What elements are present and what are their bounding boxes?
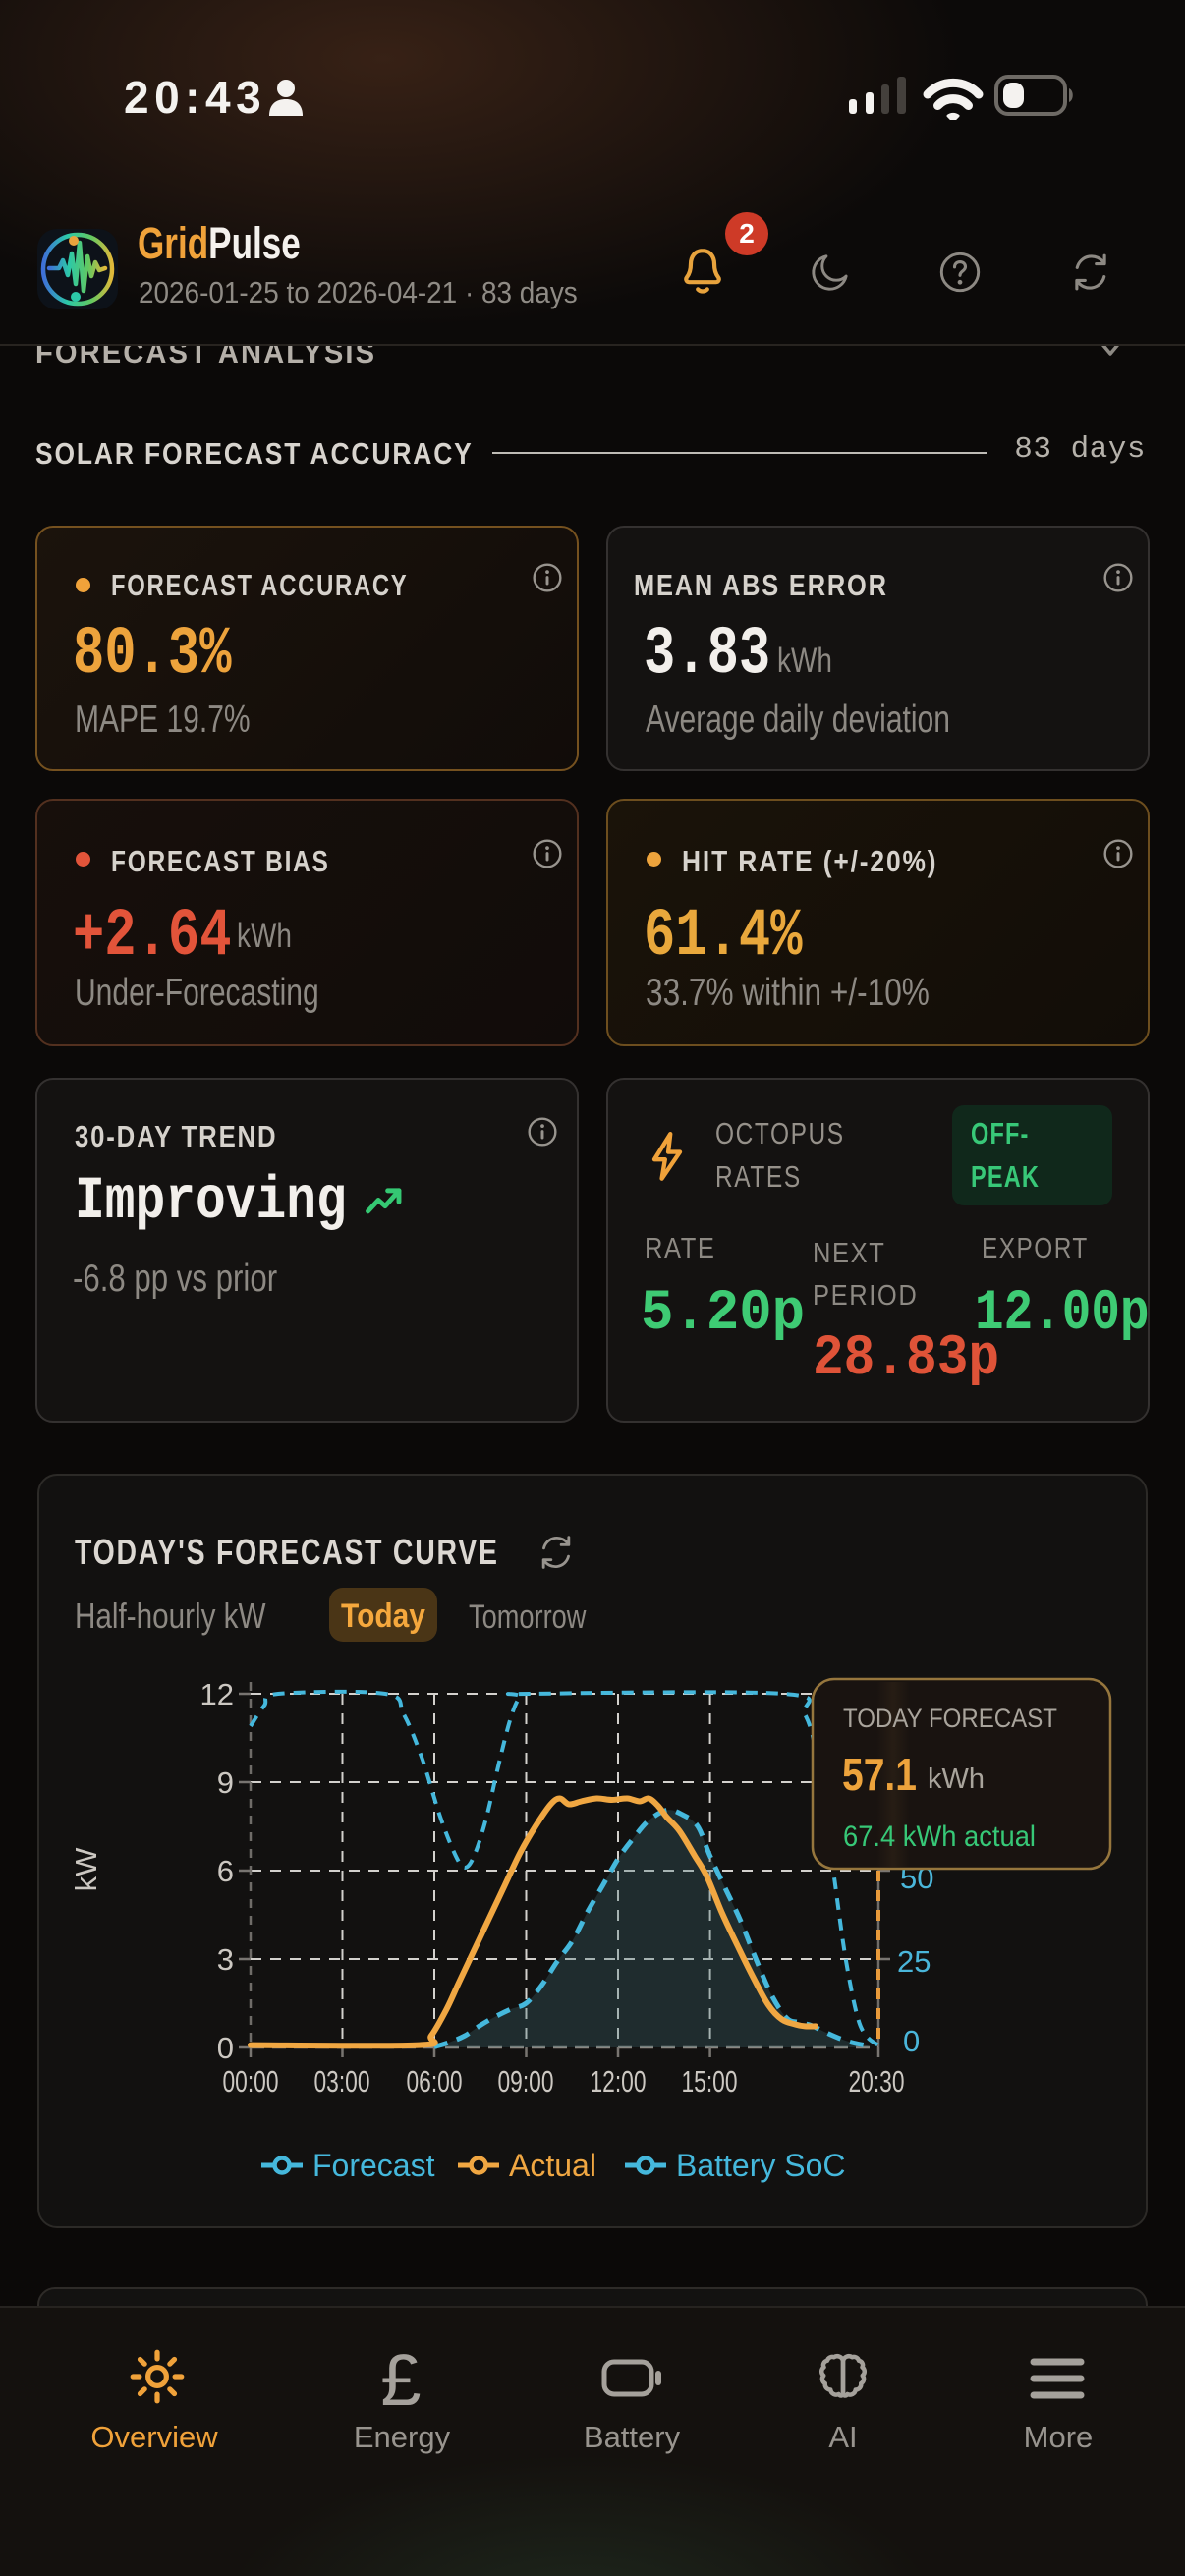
svg-text:Forecast: Forecast: [312, 2148, 435, 2183]
svg-text:9: 9: [217, 1765, 234, 1800]
svg-text:00:00: 00:00: [223, 2064, 279, 2099]
svg-text:Actual: Actual: [509, 2148, 596, 2183]
svg-text:12: 12: [200, 1677, 234, 1711]
svg-text:6: 6: [217, 1854, 234, 1888]
svg-text:0: 0: [903, 2024, 920, 2058]
svg-text:15:00: 15:00: [682, 2064, 738, 2099]
svg-text:kWh: kWh: [928, 1764, 985, 1795]
svg-text:Battery SoC: Battery SoC: [676, 2148, 846, 2183]
svg-text:TODAY FORECAST: TODAY FORECAST: [843, 1704, 1057, 1733]
svg-text:3: 3: [217, 1942, 234, 1977]
svg-text:06:00: 06:00: [407, 2064, 463, 2099]
svg-text:57.1: 57.1: [842, 1749, 917, 1800]
svg-text:67.4 kWh actual: 67.4 kWh actual: [843, 1820, 1036, 1853]
svg-text:25: 25: [897, 1944, 931, 1979]
svg-text:09:00: 09:00: [498, 2064, 554, 2099]
svg-text:0: 0: [217, 2031, 234, 2065]
svg-text:12:00: 12:00: [591, 2064, 647, 2099]
svg-text:20:30: 20:30: [849, 2064, 905, 2099]
svg-text:kW: kW: [69, 1847, 103, 1892]
svg-text:03:00: 03:00: [314, 2064, 370, 2099]
